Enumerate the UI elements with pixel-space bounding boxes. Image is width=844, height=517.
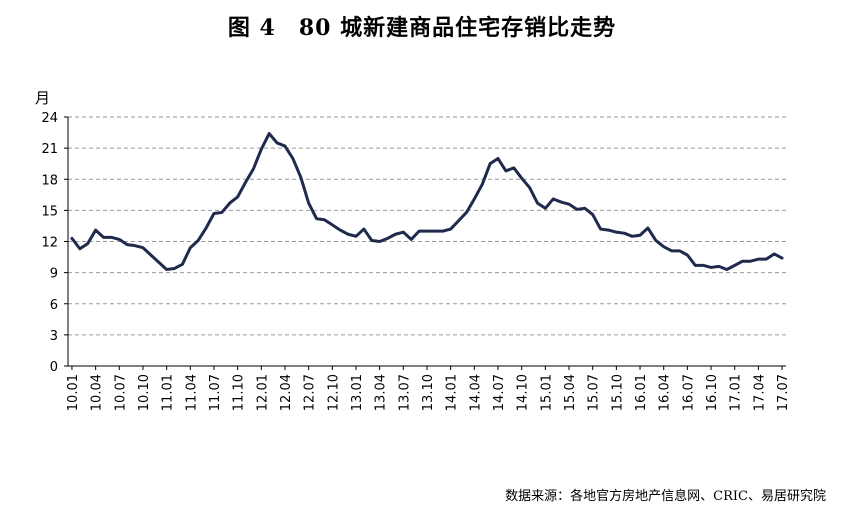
- x-tick-label: 13.04: [374, 374, 389, 411]
- y-tick-label: 21: [41, 142, 58, 157]
- x-tick-label: 16.04: [658, 374, 673, 411]
- y-tick-label: 12: [41, 236, 58, 251]
- x-tick-label: 12.04: [279, 374, 294, 411]
- grid-lines: [68, 116, 786, 336]
- x-tick-label: 13.10: [421, 374, 436, 411]
- x-tick-label: 16.01: [634, 374, 649, 411]
- x-tick-label: 17.07: [776, 374, 791, 411]
- x-tick-label: 17.04: [752, 374, 767, 411]
- x-tick-label: 17.01: [729, 374, 744, 411]
- x-tick-label: 13.01: [350, 374, 365, 411]
- y-tick-label: 3: [50, 329, 58, 344]
- x-tick-label: 15.04: [563, 374, 578, 411]
- y-tick-label: 9: [50, 267, 58, 282]
- data-source-note: 数据来源：各地官方房地产信息网、CRIC、易居研究院: [505, 489, 826, 504]
- y-tick-label: 18: [41, 173, 58, 188]
- x-tick-label: 11.04: [184, 374, 199, 411]
- x-tick-label: 16.07: [681, 374, 696, 411]
- x-tick-label: 12.01: [255, 374, 270, 411]
- x-tick-label: 16.10: [705, 374, 720, 411]
- y-tick-labels: 0 3 6 9 12 15 18 21 24: [41, 111, 58, 375]
- y-tick-label: 6: [50, 298, 58, 313]
- series-line: [70, 132, 784, 272]
- chart-title: 图 4 80 城新建商品住宅存销比走势: [227, 15, 617, 41]
- x-tick-label: 14.01: [445, 374, 460, 411]
- x-tick-label: 10.04: [90, 374, 105, 411]
- x-tick-label: 10.01: [66, 374, 81, 411]
- x-tick-label: 11.01: [161, 374, 176, 411]
- x-tick-label: 12.10: [326, 374, 341, 411]
- y-tick-label: 0: [50, 360, 58, 375]
- x-tick-label: 15.10: [610, 374, 625, 411]
- y-axis-label: 月: [35, 89, 50, 107]
- x-tick-label: 15.07: [587, 374, 602, 411]
- y-tick-label: 15: [41, 204, 58, 219]
- axes: [64, 116, 786, 370]
- x-tick-label: 12.07: [303, 374, 318, 411]
- x-tick-label: 10.07: [113, 374, 128, 411]
- x-tick-label: 11.07: [208, 374, 223, 411]
- x-tick-label: 11.10: [232, 374, 247, 411]
- y-tick-label: 24: [41, 111, 58, 126]
- x-tick-label: 15.01: [539, 374, 554, 411]
- x-tick-label: 14.07: [492, 374, 507, 411]
- x-tick-label: 10.10: [137, 374, 152, 411]
- x-tick-label: 14.10: [516, 374, 531, 411]
- x-tick-labels: 10.01 10.04 10.07 10.10 11.01 11.04 11.07 11.10…: [66, 374, 791, 411]
- x-tick-label: 13.07: [397, 374, 412, 411]
- x-tick-label: 14.04: [468, 374, 483, 411]
